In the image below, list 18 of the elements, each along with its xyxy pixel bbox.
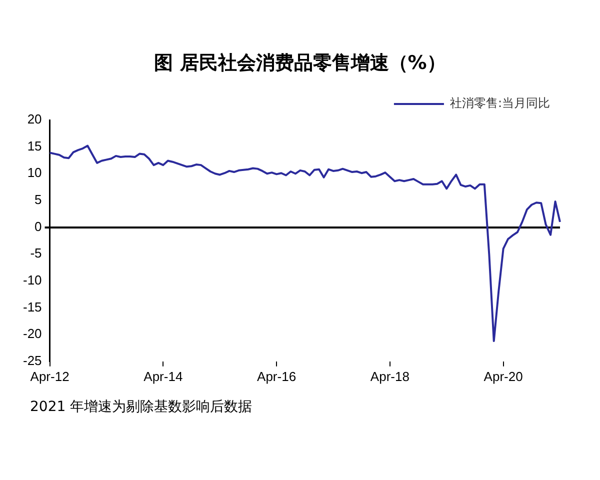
x-tick-label: Apr-20: [484, 368, 523, 384]
y-tick-label: 15: [27, 138, 42, 154]
legend-label: 社消零售:当月同比: [450, 96, 550, 110]
y-tick-label: 10: [27, 165, 42, 180]
y-tick-label: -10: [22, 272, 42, 288]
y-tick-label: -20: [22, 326, 42, 342]
y-tick-label: -15: [22, 299, 42, 314]
x-tick-label: Apr-18: [370, 368, 410, 384]
x-tick-label: Apr-14: [144, 368, 183, 384]
y-tick-label: -5: [30, 246, 42, 261]
text: 2021 年增速为剔除基数影响后数据: [30, 398, 254, 416]
y-tick-label: 0: [34, 218, 42, 234]
y-tick-label: 20: [27, 112, 42, 127]
x-tick-label: Apr-12: [30, 368, 70, 384]
x-tick-label: Apr-16: [257, 368, 296, 384]
y-tick-label: 5: [34, 192, 42, 208]
chart-title: 图 居民社会消费品零售增速（%）: [153, 51, 447, 76]
y-tick-label: -25: [22, 352, 42, 368]
